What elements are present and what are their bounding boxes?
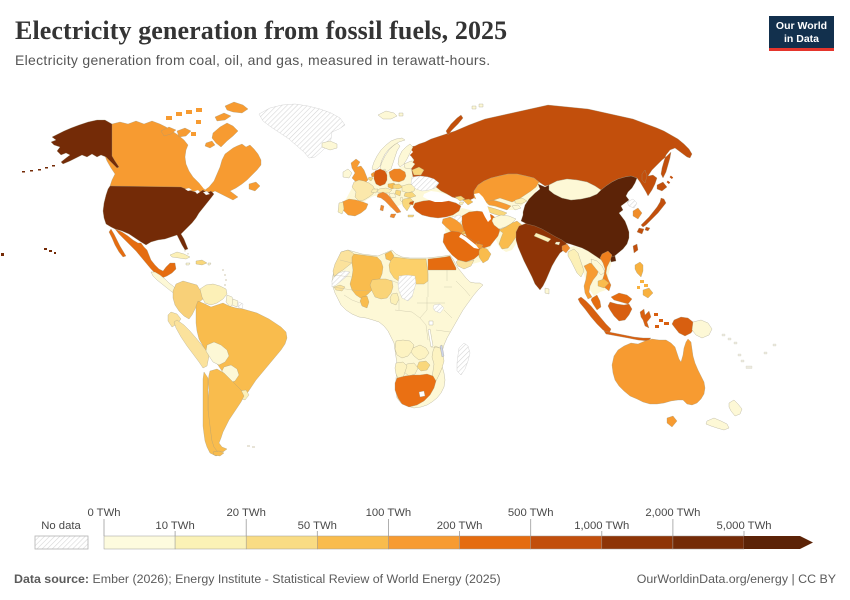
svg-text:No data: No data: [41, 520, 81, 532]
svg-text:100 TWh: 100 TWh: [366, 507, 412, 519]
svg-text:50 TWh: 50 TWh: [298, 520, 337, 532]
svg-text:200 TWh: 200 TWh: [437, 520, 483, 532]
svg-text:5,000 TWh: 5,000 TWh: [716, 520, 771, 532]
svg-text:20 TWh: 20 TWh: [227, 507, 266, 519]
svg-text:2,000 TWh: 2,000 TWh: [645, 507, 700, 519]
svg-text:500 TWh: 500 TWh: [508, 507, 554, 519]
svg-text:0 TWh: 0 TWh: [87, 507, 120, 519]
svg-text:1,000 TWh: 1,000 TWh: [574, 520, 629, 532]
svg-text:10 TWh: 10 TWh: [155, 520, 194, 532]
